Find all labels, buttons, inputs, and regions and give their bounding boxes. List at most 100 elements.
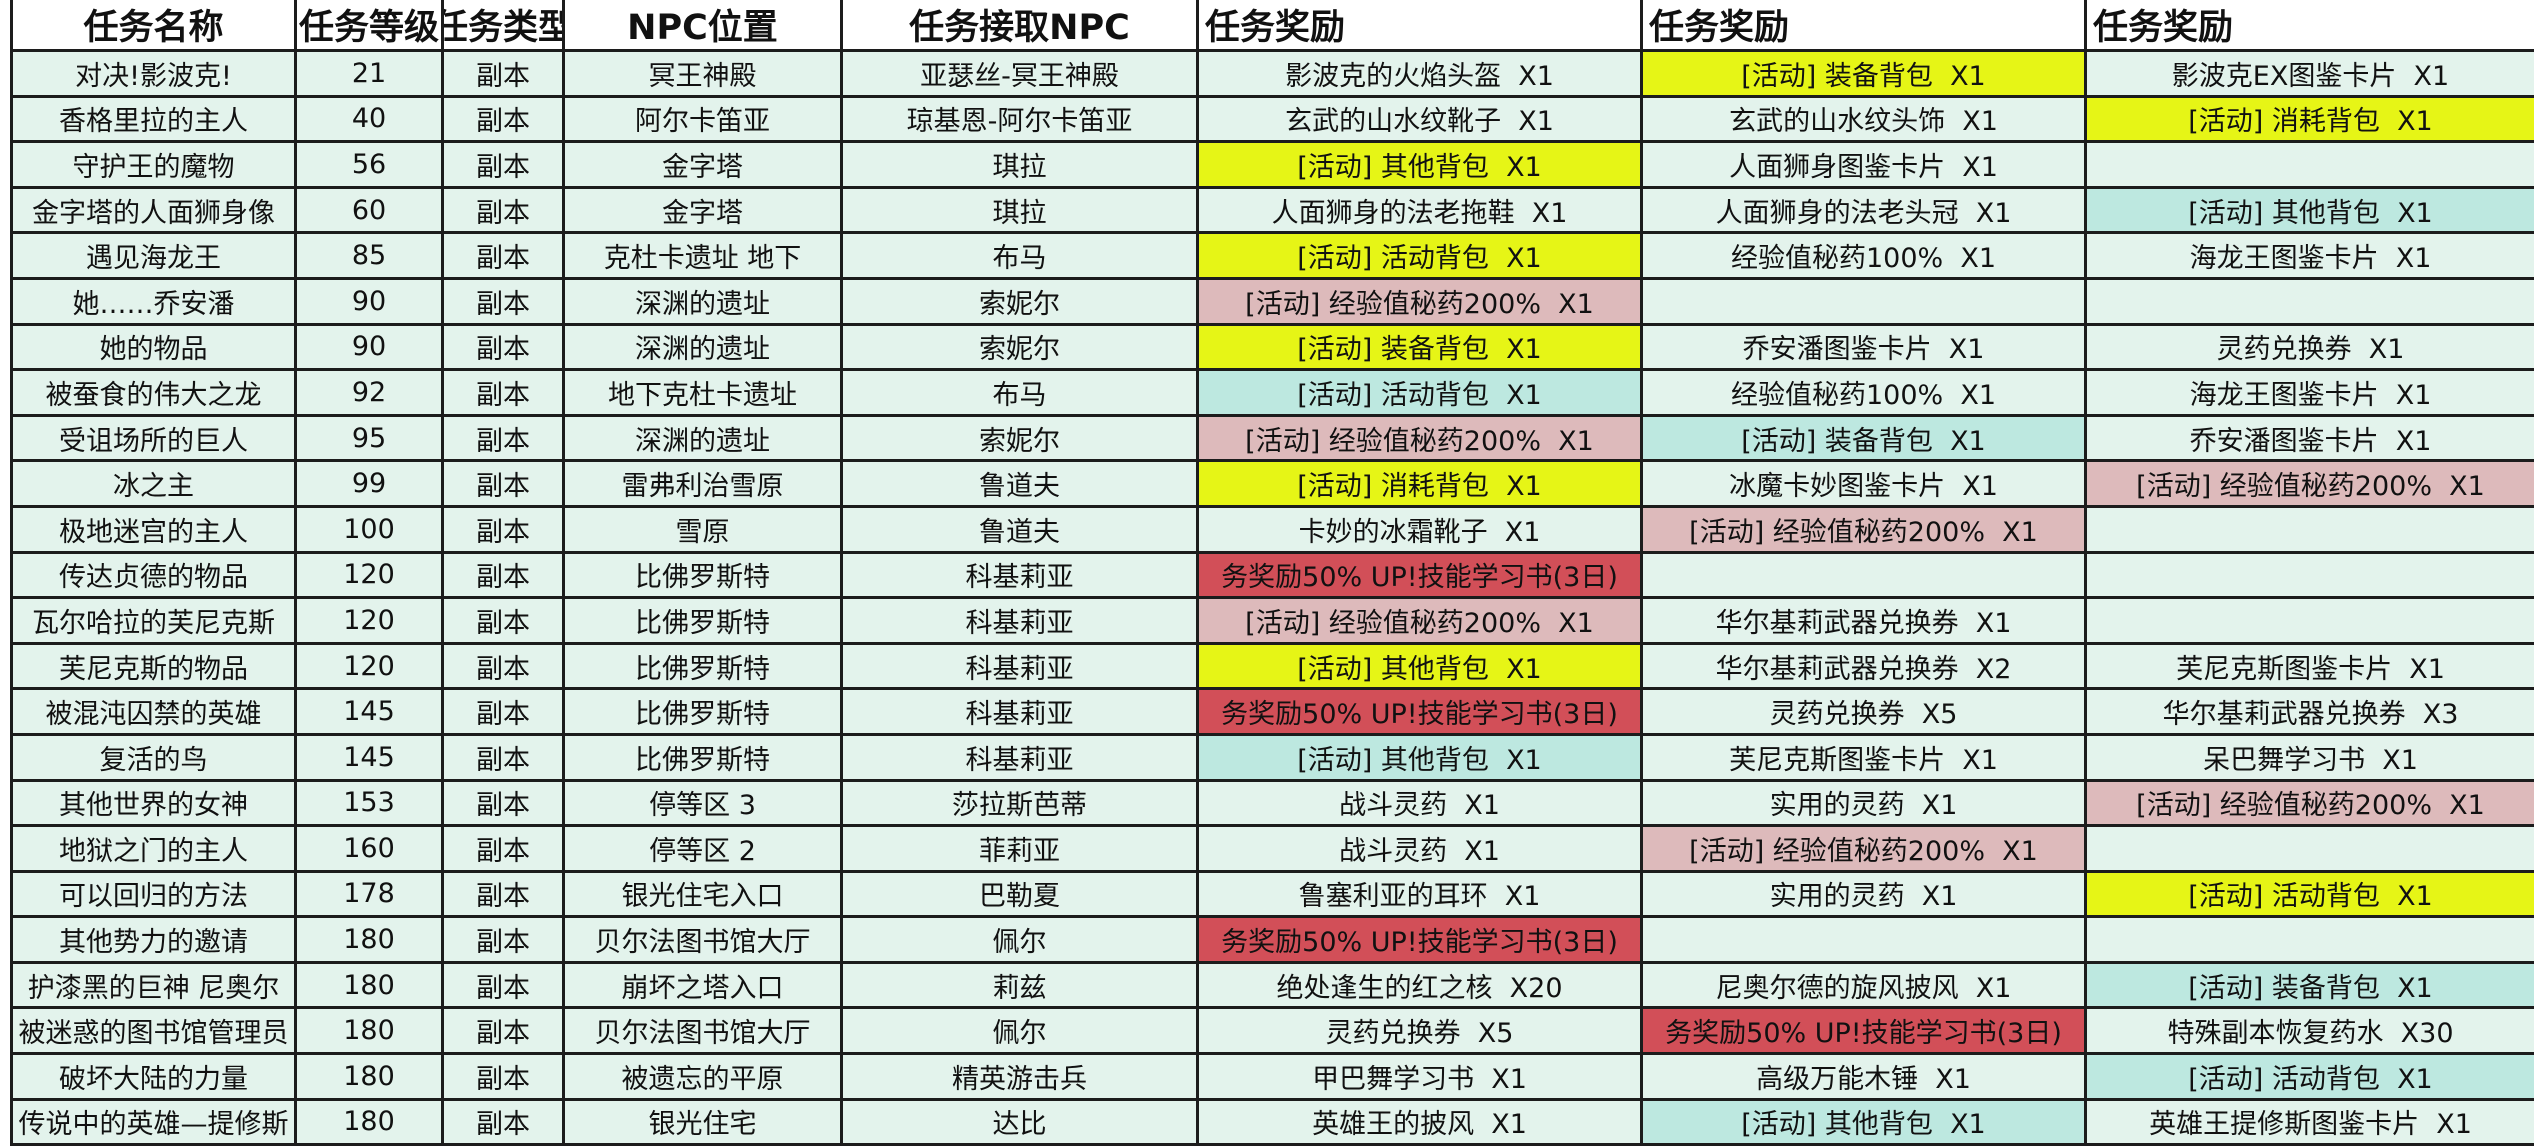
reward-cell: [活动] 其他背包 X1 [1199,644,1643,691]
header-cell: NPC位置 [565,0,843,52]
reward-cell: 呆巴舞学习书 X1 [2087,735,2534,782]
data-cell: 雪原 [565,507,843,554]
data-cell: 科基莉亚 [843,599,1199,645]
data-cell: 鲁道夫 [843,462,1199,508]
data-cell: 180 [297,1009,444,1056]
data-cell: 副本 [444,371,565,417]
data-cell: 副本 [444,188,565,235]
reward-cell: [活动] 装备背包 X1 [1199,325,1643,372]
data-cell: 56 [297,143,444,189]
empty-cell [2087,143,2534,189]
data-cell: 科基莉亚 [843,644,1199,691]
reward-cell: [活动] 消耗背包 X1 [2087,97,2534,144]
data-cell: 深渊的遗址 [565,325,843,372]
data-cell: 传说中的英雄—提修斯 [13,1100,297,1147]
reward-cell: [活动] 活动背包 X1 [2087,872,2534,919]
reward-cell: 卡妙的冰霜靴子 X1 [1199,507,1643,554]
data-cell: 副本 [444,918,565,964]
data-cell: 极地迷宫的主人 [13,507,297,554]
data-cell: 她的物品 [13,325,297,372]
reward-cell: 冰魔卡妙图鉴卡片 X1 [1643,462,2087,508]
header-cell: 任务奖励 [2087,0,2534,52]
reward-cell: 灵药兑换券 X5 [1199,1009,1643,1056]
reward-cell: 绝处逢生的红之核 X20 [1199,963,1643,1010]
reward-cell: 华尔基莉武器兑换券 X3 [2087,690,2534,736]
data-cell: 60 [297,188,444,235]
data-cell: 副本 [444,1009,565,1056]
reward-cell: [活动] 其他背包 X1 [1199,143,1643,189]
data-cell: 副本 [444,735,565,782]
data-cell: 佩尔 [843,918,1199,964]
data-cell: 40 [297,97,444,144]
data-cell: 布马 [843,234,1199,280]
data-cell: 香格里拉的主人 [13,97,297,144]
data-cell: 科基莉亚 [843,735,1199,782]
data-cell: 比佛罗斯特 [565,599,843,645]
data-cell: 芙尼克斯的物品 [13,644,297,691]
data-cell: 180 [297,1100,444,1147]
reward-cell: 人面狮身的法老拖鞋 X1 [1199,188,1643,235]
empty-cell [2087,918,2534,964]
data-cell: 比佛罗斯特 [565,553,843,600]
data-cell: 达比 [843,1100,1199,1147]
data-cell: 佩尔 [843,1009,1199,1056]
data-cell: 索妮尔 [843,279,1199,326]
data-cell: 停等区 3 [565,781,843,828]
reward-cell: [活动] 其他背包 X1 [1199,735,1643,782]
data-cell: 其他世界的女神 [13,781,297,828]
empty-cell [2087,827,2534,873]
reward-cell: 海龙王图鉴卡片 X1 [2087,234,2534,280]
data-cell: 深渊的遗址 [565,416,843,463]
data-cell: 阿尔卡笛亚 [565,97,843,144]
data-cell: 崩坏之塔入口 [565,963,843,1010]
data-cell: 120 [297,599,444,645]
reward-cell: [活动] 经验值秘药200% X1 [1199,416,1643,463]
empty-cell [2087,553,2534,600]
reward-cell: [活动] 装备背包 X1 [2087,963,2534,1010]
data-cell: 120 [297,553,444,600]
reward-cell: 芙尼克斯图鉴卡片 X1 [1643,735,2087,782]
data-cell: 被迷惑的图书馆管理员 [13,1009,297,1056]
data-cell: 瓦尔哈拉的芙尼克斯 [13,599,297,645]
data-cell: 90 [297,279,444,326]
data-cell: 副本 [444,599,565,645]
reward-cell: [活动] 其他背包 X1 [1643,1100,2087,1147]
data-cell: 副本 [444,1100,565,1147]
reward-cell: 特殊副本恢复药水 X30 [2087,1009,2534,1056]
data-cell: 比佛罗斯特 [565,690,843,736]
data-cell: 副本 [444,553,565,600]
data-cell: 停等区 2 [565,827,843,873]
data-cell: 被混沌囚禁的英雄 [13,690,297,736]
data-cell: 克杜卡遗址 地下 [565,234,843,280]
reward-cell: [活动] 其他背包 X1 [2087,188,2534,235]
data-cell: 副本 [444,872,565,919]
reward-cell: 高级万能木锤 X1 [1643,1055,2087,1101]
data-cell: 索妮尔 [843,416,1199,463]
reward-cell: 灵药兑换券 X1 [2087,325,2534,372]
data-cell: 85 [297,234,444,280]
reward-cell: 务奖励50% UP!技能学习书(3日) [1199,690,1643,736]
reward-cell: [活动] 经验值秘药200% X1 [1199,279,1643,326]
reward-cell: [活动] 经验值秘药200% X1 [2087,781,2534,828]
data-cell: 副本 [444,234,565,280]
data-cell: 副本 [444,143,565,189]
data-cell: 守护王的魔物 [13,143,297,189]
reward-cell: [活动] 经验值秘药200% X1 [2087,462,2534,508]
reward-cell: [活动] 活动背包 X1 [1199,234,1643,280]
reward-cell: [活动] 经验值秘药200% X1 [1643,507,2087,554]
header-cell: 任务类型 [444,0,565,52]
reward-cell: 玄武的山水纹头饰 X1 [1643,97,2087,144]
data-cell: 金字塔 [565,143,843,189]
data-cell: 100 [297,507,444,554]
data-cell: 92 [297,371,444,417]
data-cell: 160 [297,827,444,873]
data-cell: 对决!影波克! [13,52,297,98]
data-cell: 冰之主 [13,462,297,508]
data-cell: 冥王神殿 [565,52,843,98]
data-cell: 索妮尔 [843,325,1199,372]
data-cell: 比佛罗斯特 [565,644,843,691]
data-cell: 护漆黑的巨神 尼奥尔 [13,963,297,1010]
reward-cell: [活动] 装备背包 X1 [1643,416,2087,463]
reward-cell: [活动] 经验值秘药200% X1 [1643,827,2087,873]
data-cell: 95 [297,416,444,463]
